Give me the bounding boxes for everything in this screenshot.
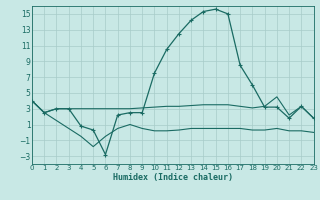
X-axis label: Humidex (Indice chaleur): Humidex (Indice chaleur) <box>113 173 233 182</box>
